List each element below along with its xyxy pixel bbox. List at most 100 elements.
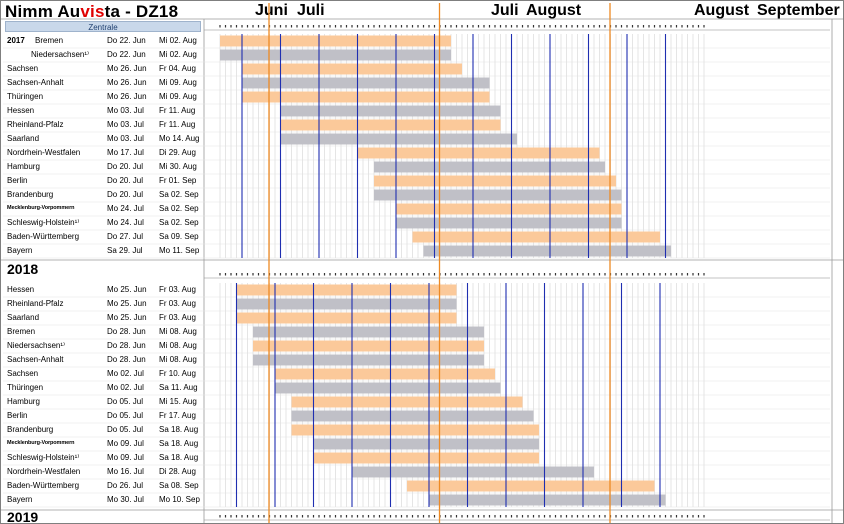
day-tick xyxy=(290,25,293,28)
day-tick xyxy=(620,25,623,28)
day-tick xyxy=(340,25,342,28)
vacation-bar xyxy=(374,189,622,201)
start-date: Do 20. Jul xyxy=(107,162,144,171)
vacation-bar xyxy=(313,438,539,450)
day-tick xyxy=(351,515,353,518)
day-tick xyxy=(411,25,414,28)
day-tick xyxy=(560,515,562,518)
day-tick xyxy=(620,273,623,276)
state-name: Baden-Württemberg xyxy=(7,232,80,241)
state-name: Baden-Württemberg xyxy=(7,481,80,490)
day-tick xyxy=(642,273,645,276)
day-tick xyxy=(334,273,337,276)
month-label-september: September xyxy=(757,2,840,19)
day-tick xyxy=(697,25,700,28)
state-name: Thüringen xyxy=(7,92,44,101)
end-date: Fr 01. Sep xyxy=(159,176,197,185)
day-tick xyxy=(378,515,381,518)
vacation-bar xyxy=(374,161,605,173)
day-tick xyxy=(686,515,689,518)
day-tick xyxy=(703,273,705,276)
day-tick xyxy=(345,273,348,276)
day-tick xyxy=(384,25,386,28)
end-date: Fr 11. Aug xyxy=(159,120,196,129)
day-tick xyxy=(307,515,309,518)
day-tick xyxy=(653,273,656,276)
start-date: Mo 03. Jul xyxy=(107,120,144,129)
day-tick xyxy=(378,25,381,28)
day-tick xyxy=(428,25,430,28)
end-date: Di 28. Aug xyxy=(159,467,196,476)
day-tick xyxy=(444,273,447,276)
day-tick xyxy=(499,515,502,518)
day-tick xyxy=(312,515,315,518)
vacation-bar xyxy=(236,284,457,296)
day-tick xyxy=(637,25,639,28)
day-tick xyxy=(615,25,617,28)
vacation-bar xyxy=(407,480,655,492)
day-tick xyxy=(477,273,480,276)
day-tick xyxy=(593,25,595,28)
day-tick xyxy=(499,25,502,28)
day-tick xyxy=(334,25,337,28)
end-date: Sa 02. Sep xyxy=(159,204,199,213)
day-tick xyxy=(549,515,551,518)
day-tick xyxy=(422,515,425,518)
day-tick xyxy=(389,515,392,518)
day-tick xyxy=(312,273,315,276)
day-tick xyxy=(257,25,260,28)
day-tick xyxy=(301,25,304,28)
day-tick xyxy=(257,515,260,518)
year-inline-2017: 2017 xyxy=(7,36,25,45)
end-date: Fr 03. Aug xyxy=(159,299,196,308)
start-date: Do 28. Jun xyxy=(107,327,146,336)
day-tick xyxy=(615,273,617,276)
day-tick xyxy=(274,515,276,518)
day-tick xyxy=(576,25,579,28)
day-tick xyxy=(455,515,458,518)
state-name: Bayern xyxy=(7,495,33,504)
end-date: Sa 02. Sep xyxy=(159,218,199,227)
end-date: Fr 17. Aug xyxy=(159,411,196,420)
day-tick xyxy=(235,25,238,28)
day-tick xyxy=(686,25,689,28)
day-tick xyxy=(461,273,463,276)
day-tick xyxy=(279,273,282,276)
day-tick xyxy=(329,515,331,518)
day-tick xyxy=(516,273,518,276)
day-tick xyxy=(417,515,419,518)
state-name: Bayern xyxy=(7,246,33,255)
vacation-bar xyxy=(280,119,501,131)
end-date: Fr 11. Aug xyxy=(159,106,196,115)
day-tick xyxy=(631,515,634,518)
day-tick xyxy=(642,515,645,518)
day-tick xyxy=(241,515,243,518)
title-part-1: Nimm Au xyxy=(5,2,81,21)
day-tick xyxy=(318,25,320,28)
day-tick xyxy=(604,25,606,28)
start-date: Mo 02. Jul xyxy=(107,383,144,392)
end-date: Fr 04. Aug xyxy=(159,64,196,73)
state-name: Hessen xyxy=(7,106,35,115)
day-tick xyxy=(406,25,408,28)
day-tick xyxy=(472,25,474,28)
vacation-bar xyxy=(291,410,534,422)
day-tick xyxy=(560,273,562,276)
day-tick xyxy=(329,273,331,276)
day-tick xyxy=(450,25,452,28)
day-tick xyxy=(466,273,469,276)
day-tick xyxy=(466,25,469,28)
day-tick xyxy=(483,273,485,276)
start-date: Mo 02. Jul xyxy=(107,369,144,378)
day-tick xyxy=(312,25,315,28)
day-tick xyxy=(582,25,584,28)
day-tick xyxy=(637,273,639,276)
day-tick xyxy=(279,515,282,518)
state-name: Thüringen xyxy=(7,383,44,392)
state-name: Berlin xyxy=(7,176,28,185)
day-tick xyxy=(472,273,474,276)
end-date: Mi 02. Aug xyxy=(159,36,197,45)
day-tick xyxy=(428,273,430,276)
start-date: Mo 09. Jul xyxy=(107,453,144,462)
